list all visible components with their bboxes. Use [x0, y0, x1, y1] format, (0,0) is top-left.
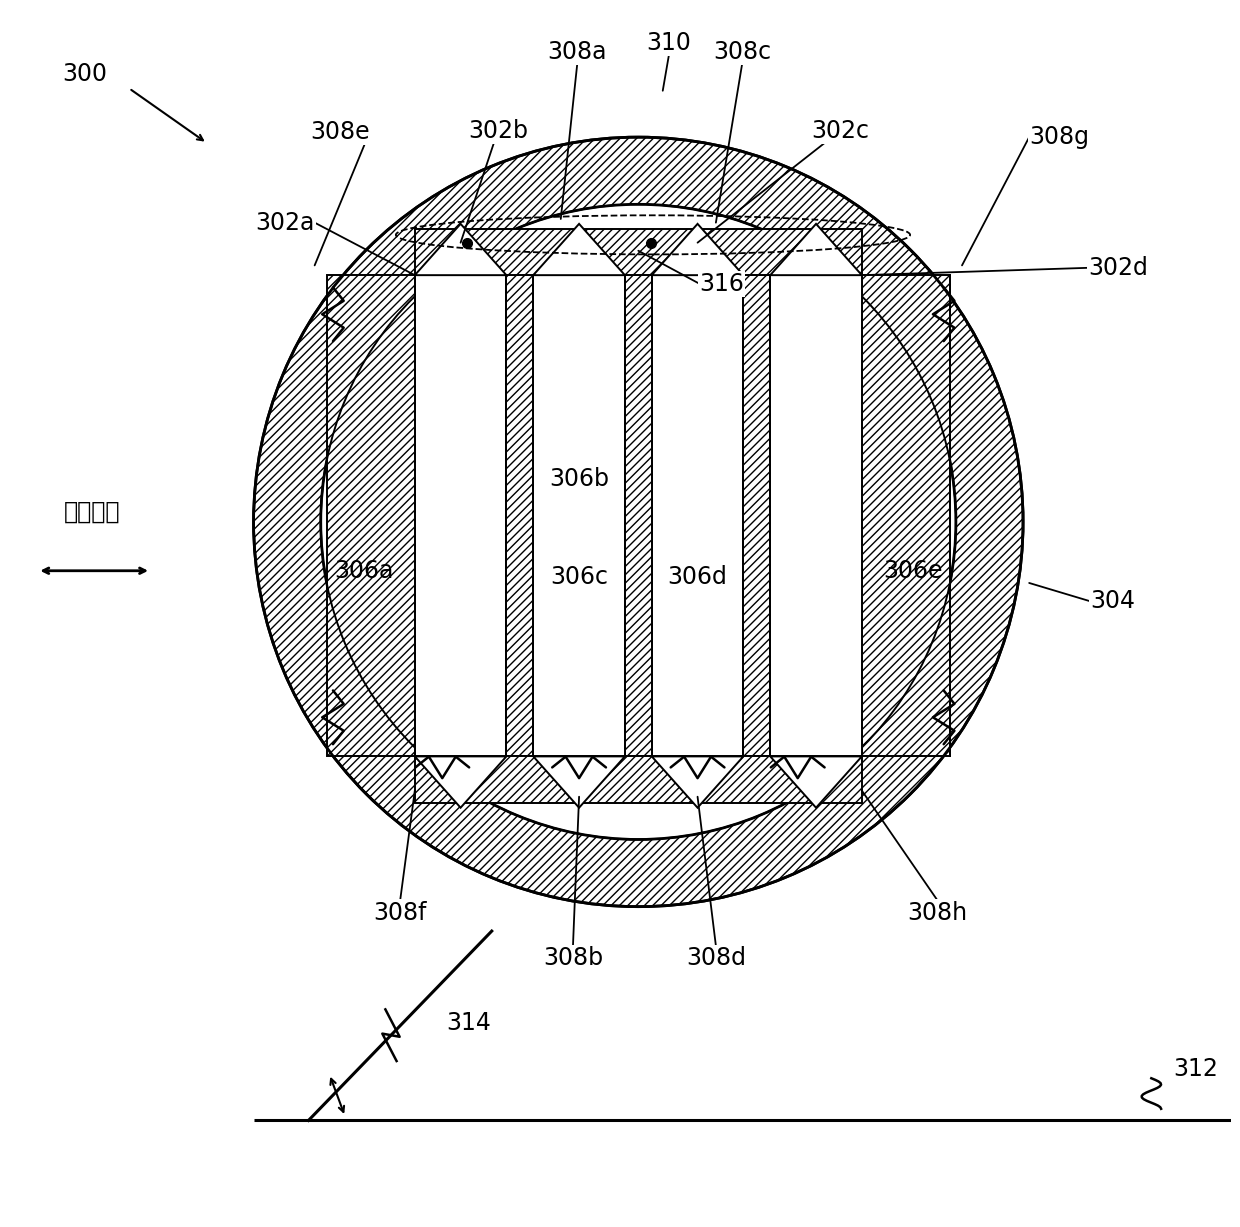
Text: 302c: 302c	[811, 119, 869, 144]
Text: 302b: 302b	[467, 119, 528, 144]
Polygon shape	[743, 275, 770, 756]
Polygon shape	[533, 223, 625, 275]
Polygon shape	[327, 275, 415, 756]
Text: 300: 300	[62, 61, 108, 86]
Polygon shape	[415, 756, 506, 807]
Polygon shape	[415, 756, 862, 802]
Text: 308h: 308h	[908, 901, 967, 924]
Polygon shape	[327, 275, 415, 756]
Polygon shape	[415, 275, 506, 756]
Text: 306c: 306c	[551, 564, 608, 589]
Text: 302a: 302a	[255, 211, 315, 234]
Polygon shape	[770, 756, 862, 807]
Polygon shape	[862, 275, 950, 756]
Polygon shape	[506, 275, 533, 756]
Polygon shape	[652, 756, 743, 807]
Text: 306b: 306b	[549, 467, 609, 491]
Text: 306d: 306d	[667, 564, 728, 589]
Text: 308c: 308c	[713, 39, 771, 64]
Polygon shape	[533, 756, 625, 807]
Text: 314: 314	[446, 1011, 491, 1036]
Polygon shape	[625, 275, 652, 756]
Text: 312: 312	[1173, 1058, 1218, 1081]
Text: 304: 304	[1090, 589, 1136, 614]
Polygon shape	[506, 275, 533, 756]
Polygon shape	[533, 275, 625, 756]
Wedge shape	[253, 137, 1023, 907]
Text: 驱动方向: 驱动方向	[64, 501, 120, 524]
Text: 316: 316	[699, 271, 744, 296]
Polygon shape	[770, 223, 862, 275]
Text: 302d: 302d	[1087, 256, 1148, 280]
Text: 308b: 308b	[543, 946, 603, 969]
Text: 308f: 308f	[373, 901, 427, 924]
Text: 308a: 308a	[548, 39, 608, 64]
Text: 306a: 306a	[334, 558, 393, 583]
Polygon shape	[770, 275, 862, 756]
Polygon shape	[415, 228, 862, 275]
Text: 308g: 308g	[1029, 125, 1089, 150]
Polygon shape	[652, 223, 743, 275]
Text: 308e: 308e	[310, 120, 370, 145]
Text: 308d: 308d	[686, 946, 746, 969]
Text: 306e: 306e	[883, 558, 942, 583]
Polygon shape	[652, 275, 743, 756]
Text: 310: 310	[646, 32, 691, 55]
Polygon shape	[625, 275, 652, 756]
Polygon shape	[415, 223, 506, 275]
Polygon shape	[862, 275, 950, 756]
Polygon shape	[743, 275, 770, 756]
